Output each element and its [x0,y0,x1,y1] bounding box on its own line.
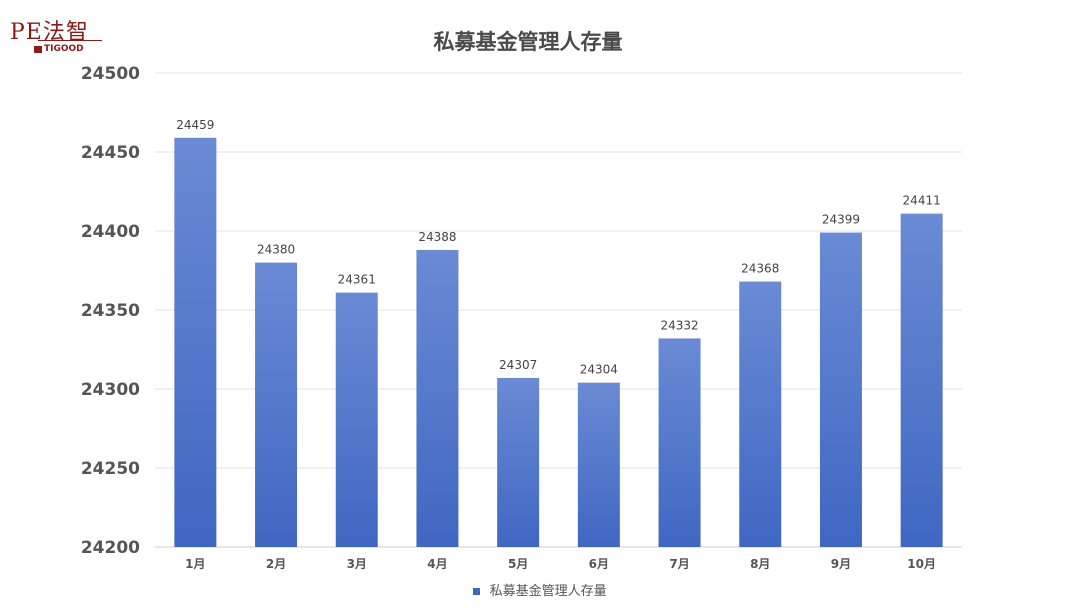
logo-divider [38,40,102,41]
bar-4 [416,249,459,547]
chart-legend: 私募基金管理人存量 [0,580,1080,599]
bar-6 [577,382,620,547]
x-tick-label: 9月 [831,557,851,571]
y-tick-label: 24450 [81,143,140,163]
bar-9 [819,232,862,547]
y-tick-label: 24200 [81,538,140,558]
y-tick-label: 24300 [81,380,140,400]
x-tick-label: 8月 [750,557,770,571]
legend-label: 私募基金管理人存量 [489,584,607,599]
x-tick-label: 6月 [589,557,609,571]
bar-2 [255,262,298,547]
brand-logo: PE法智 TIGOOD [10,14,110,62]
y-tick-label: 24500 [81,64,140,84]
data-label: 24368 [741,262,779,276]
bar-8 [739,281,782,547]
x-tick-label: 4月 [427,557,447,571]
data-label: 24388 [418,230,456,244]
data-label: 24459 [176,118,214,132]
data-label: 24307 [499,358,537,372]
y-tick-label: 24400 [81,222,140,242]
data-label: 24411 [903,194,941,208]
data-label: 24332 [660,318,698,332]
logo-seal-icon [34,46,42,53]
x-tick-label: 2月 [266,557,286,571]
bar-5 [497,377,540,547]
data-label: 24361 [338,273,376,287]
bar-10 [900,213,943,547]
logo-subtext: TIGOOD [44,44,84,54]
bar-7 [658,338,701,547]
legend-swatch [473,588,481,595]
x-tick-label: 10月 [907,557,936,571]
data-label: 24304 [580,363,618,377]
y-tick-label: 24350 [81,301,140,321]
x-tick-label: 1月 [185,557,205,571]
y-tick-label: 24250 [81,459,140,479]
chart-title: 私募基金管理人存量 [433,30,623,54]
bar-1 [174,137,217,547]
x-tick-label: 5月 [508,557,528,571]
x-tick-label: 3月 [347,557,367,571]
x-tick-label: 7月 [669,557,689,571]
bar-3 [335,292,378,547]
data-label: 24380 [257,243,295,257]
data-label: 24399 [822,213,860,227]
